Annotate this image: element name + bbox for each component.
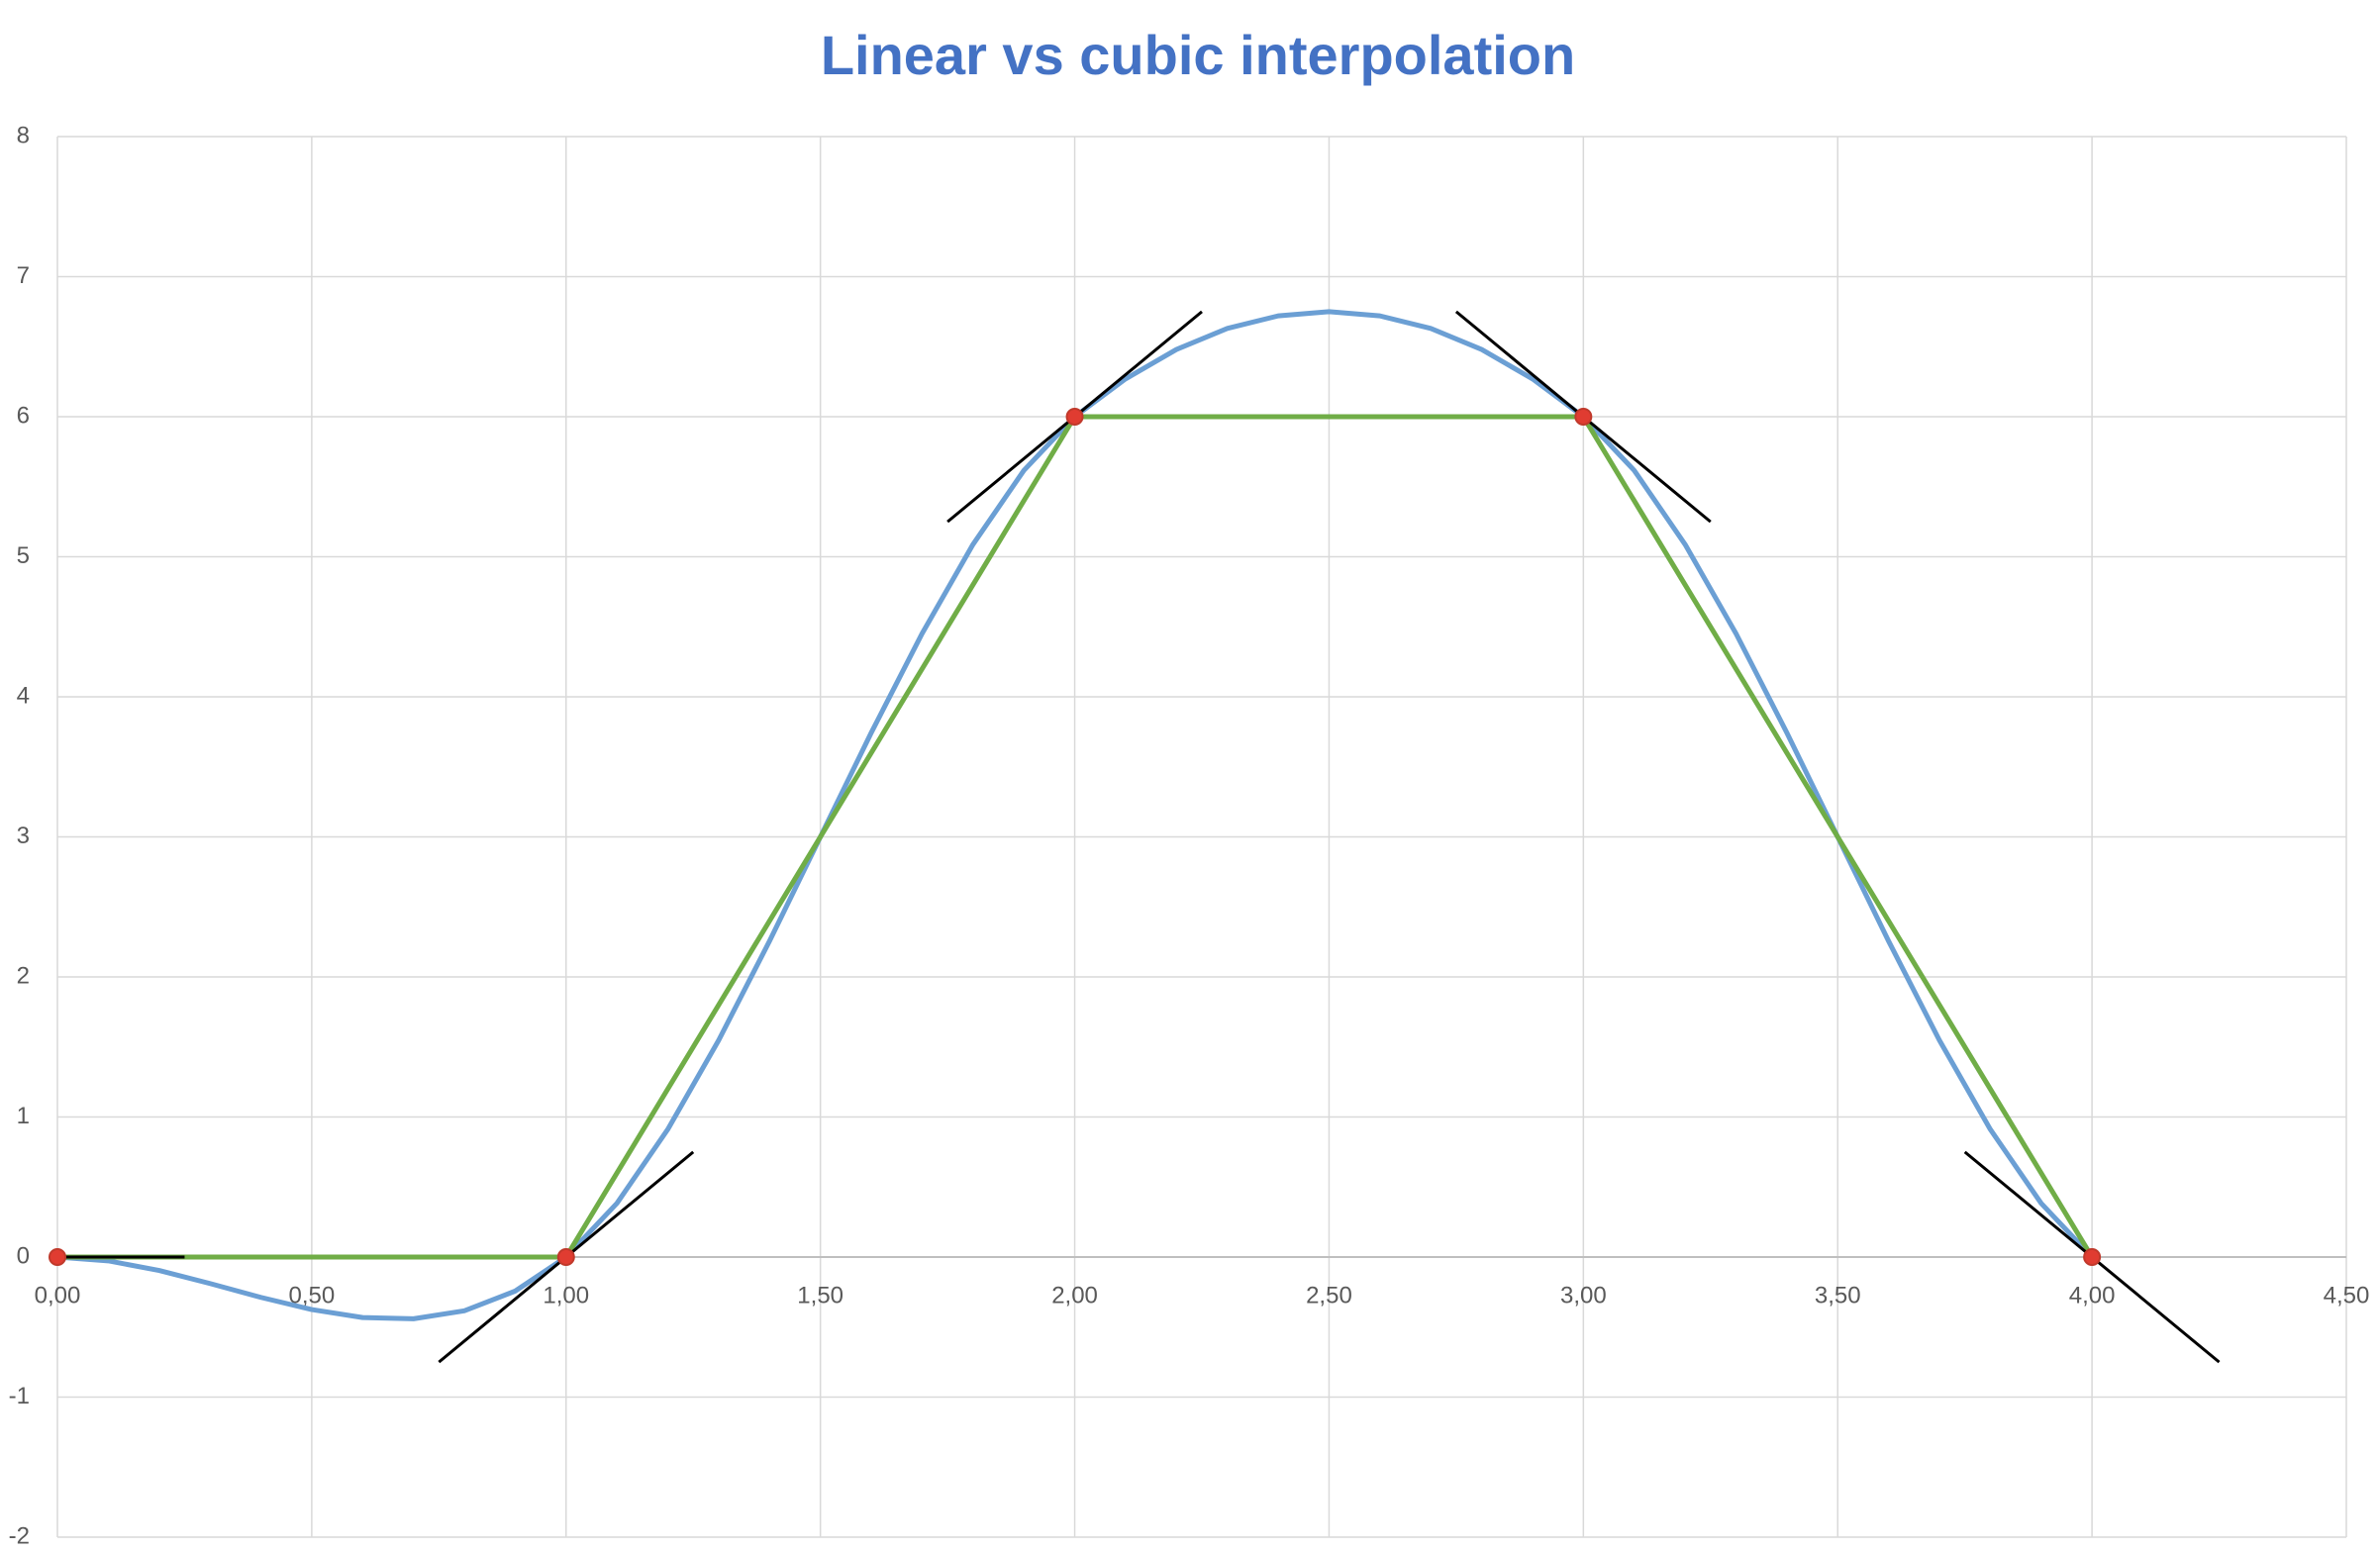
x-tick-label: 1,50 [797, 1282, 843, 1309]
y-tick-label: 2 [17, 962, 30, 989]
x-tick-label: 1,00 [543, 1282, 589, 1309]
data-point [1065, 408, 1084, 426]
data-point [49, 1248, 66, 1266]
data-point [556, 1248, 575, 1266]
y-tick-label: 7 [17, 262, 30, 289]
y-tick-label: 3 [17, 823, 30, 849]
chart-title: Linear vs cubic interpolation [821, 24, 1575, 86]
y-tick-label: 0 [17, 1242, 30, 1269]
y-tick-label: 8 [17, 122, 30, 148]
data-point [1574, 408, 1593, 426]
y-tick-label: -1 [9, 1383, 30, 1409]
x-tick-label: 4,00 [2069, 1282, 2116, 1309]
x-tick-label: 2,50 [1306, 1282, 1352, 1309]
x-tick-label: 0,00 [35, 1282, 81, 1309]
y-tick-label: 6 [17, 402, 30, 429]
y-tick-label: -2 [9, 1522, 30, 1549]
x-tick-label: 4,50 [2324, 1282, 2370, 1309]
y-tick-label: 5 [17, 542, 30, 569]
x-tick-label: 3,50 [1815, 1282, 1861, 1309]
y-tick-label: 4 [17, 682, 30, 709]
x-tick-label: 2,00 [1051, 1282, 1098, 1309]
data-point [2083, 1248, 2102, 1266]
y-tick-label: 1 [17, 1103, 30, 1129]
x-tick-label: 3,00 [1560, 1282, 1607, 1309]
